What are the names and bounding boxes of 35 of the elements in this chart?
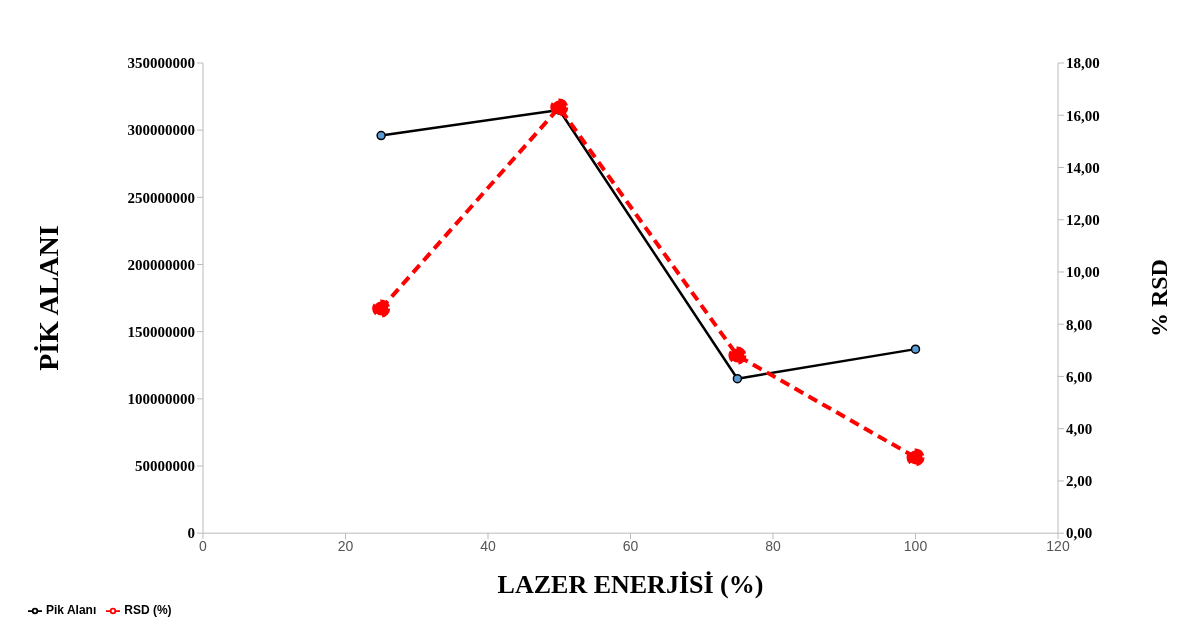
x-tick-label: 20: [337, 538, 354, 555]
y-tick-label: 200000000: [127, 256, 195, 273]
y-tick-label: 300000000: [127, 122, 195, 139]
legend-label: RSD (%): [124, 603, 172, 618]
point: [910, 344, 921, 354]
y2-tick-label: 6,00: [1066, 368, 1093, 385]
y-axis-title: PİK ALANI: [32, 225, 64, 371]
point: [372, 299, 391, 318]
point: [550, 98, 569, 117]
point: [906, 448, 925, 467]
y2-tick-label: 14,00: [1066, 159, 1100, 176]
y2-axis-title: % RSD: [1145, 259, 1172, 338]
point: [376, 130, 386, 141]
x-tick-label: 80: [765, 538, 781, 555]
y2-tick-label: 18,00: [1066, 55, 1100, 72]
x-tick-label: 60: [622, 538, 639, 555]
x-tick-label: 40: [480, 538, 496, 555]
x-axis-title: LAZER ENERJİSİ (%): [497, 570, 764, 600]
legend-label: Pik Alanı: [46, 603, 97, 618]
x-tick-label: 100: [903, 538, 928, 555]
y2-tick-label: 12,00: [1066, 212, 1100, 229]
point: [728, 346, 747, 365]
y2-tick-label: 4,00: [1066, 421, 1093, 438]
y2-tick-label: 10,00: [1066, 264, 1100, 281]
y2-tick-label: 16,00: [1066, 107, 1100, 124]
y-tick-label: 250000000: [127, 189, 195, 206]
point: [732, 373, 743, 384]
y2-tick-label: 8,00: [1066, 316, 1093, 333]
y2-tick-label: 2,00: [1066, 473, 1093, 490]
y-tick-label: 0: [187, 525, 195, 542]
x-tick-label: 0: [199, 538, 208, 555]
y-tick-label: 350000000: [127, 55, 195, 72]
y-tick-label: 100000000: [127, 391, 195, 408]
y-tick-label: 150000000: [127, 323, 195, 340]
y-tick-label: 50000000: [135, 458, 195, 475]
